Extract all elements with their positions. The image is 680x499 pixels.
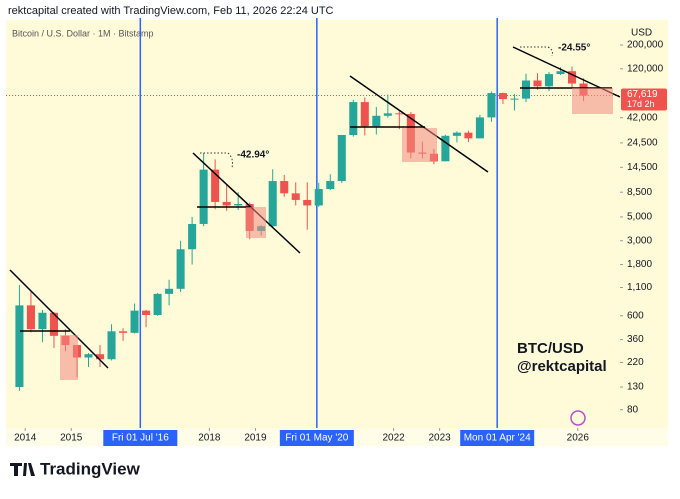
y-tick-label: 8,500 (627, 187, 652, 198)
candle-body (142, 310, 151, 315)
angle-arc (200, 152, 233, 169)
brand: TradingView (40, 459, 141, 478)
candle-body (521, 80, 531, 99)
candle-body (107, 331, 116, 360)
x-tick-label: 2014 (14, 433, 37, 444)
candle-body (487, 93, 496, 118)
x-tick-label: 2015 (60, 433, 83, 444)
candle-body (95, 354, 105, 360)
candle-body (176, 249, 185, 289)
candle-body (498, 93, 507, 100)
icon (570, 410, 586, 426)
red-box (60, 335, 78, 380)
y-tick-label: 600 (627, 310, 644, 321)
candle-body (383, 113, 392, 116)
watermark: @rektcapital (517, 358, 607, 375)
candle-body (211, 169, 220, 202)
candle-body (326, 181, 335, 190)
y-tick-label: 80 (627, 404, 639, 415)
x-tick-label: 2018 (198, 433, 221, 444)
candle-body (314, 189, 323, 206)
candle-body (119, 331, 128, 333)
candle-body (291, 193, 300, 200)
watermark: BTC/USD (517, 340, 584, 357)
price-tag (621, 88, 667, 111)
brand-logo: TradingView (10, 459, 141, 478)
vline-label-box (103, 430, 178, 446)
candle-body (15, 305, 24, 388)
red-box (246, 207, 266, 238)
y-tick-label: 42,000 (627, 112, 658, 123)
candle-body (49, 312, 58, 336)
candle-body (556, 71, 565, 75)
x-tick-label: 2023 (429, 433, 452, 444)
red-box (572, 88, 613, 114)
y-tick-label: 120,000 (627, 63, 664, 74)
y-tick-label: 1,100 (627, 282, 652, 293)
boxes (60, 88, 613, 380)
price-label: 67,619 (627, 89, 658, 100)
candle-body (452, 132, 461, 136)
candle-body (153, 293, 162, 315)
marks: 200,000 120,000 42,000 24,500 14,500 8,500 5,0… (6, 18, 667, 446)
angle-label: -42.94° (237, 150, 269, 161)
y-tick-label: 130 (627, 382, 644, 393)
candle-body (360, 102, 369, 127)
candle-body (441, 135, 450, 162)
y-tick-label: 14,500 (627, 162, 658, 173)
candle-body (26, 305, 35, 330)
candle-body (303, 199, 312, 206)
candle-body (268, 181, 277, 227)
red-box (402, 128, 437, 162)
header: rektcapital created with TradingView.com… (8, 5, 334, 17)
angle-arcs (200, 46, 553, 169)
y-tick-label: 360 (627, 334, 644, 345)
x-tick-label: 2022 (382, 433, 405, 444)
y-tick-label: 1,800 (627, 259, 652, 270)
vline-label: Fri 01 May '20 (285, 433, 348, 444)
y-tick-label: 5,000 (627, 212, 652, 223)
vline-label-box (460, 430, 535, 446)
candle-body (395, 113, 404, 115)
trend-line (9, 269, 109, 369)
y-tick-label: 3,000 (627, 235, 652, 246)
candle-body (533, 80, 542, 87)
candle-body (464, 132, 473, 139)
candle-body (199, 169, 208, 224)
chart-title: Bitcoin / U.S. Dollar · 1M · Bitstamp (12, 28, 154, 38)
currency: USD (631, 28, 652, 39)
y-tick-label: 24,500 (627, 138, 658, 149)
candle-body (222, 201, 231, 206)
trend-line (349, 75, 489, 173)
candle-body (372, 115, 381, 127)
trend-line (192, 152, 301, 254)
logo-mark (10, 463, 35, 476)
x-tick-label: 2019 (244, 433, 267, 444)
vline-label-box (279, 430, 354, 446)
candle-body (510, 98, 519, 100)
candle-body (38, 312, 47, 330)
candle-body (280, 181, 289, 194)
candle-body (84, 354, 93, 358)
candle-body (165, 288, 174, 294)
vline-label: Mon 01 Apr '24 (464, 433, 531, 444)
candle-body (188, 223, 197, 250)
candle-body (337, 135, 346, 182)
candle-body (544, 74, 554, 87)
y-tick-label: 200,000 (627, 40, 664, 51)
candle-body (130, 310, 139, 333)
vline-label: Fri 01 Jul '16 (112, 433, 169, 444)
candle-body (234, 204, 243, 206)
candle-body (568, 71, 577, 84)
y-tick-label: 220 (627, 357, 644, 368)
candle-body (349, 102, 358, 136)
candle-body (475, 117, 484, 139)
angle-arc (520, 46, 553, 57)
x-tick-label: 2026 (567, 433, 590, 444)
countdown: 17d 2h (627, 99, 655, 109)
angle-label: -24.55° (558, 43, 590, 54)
